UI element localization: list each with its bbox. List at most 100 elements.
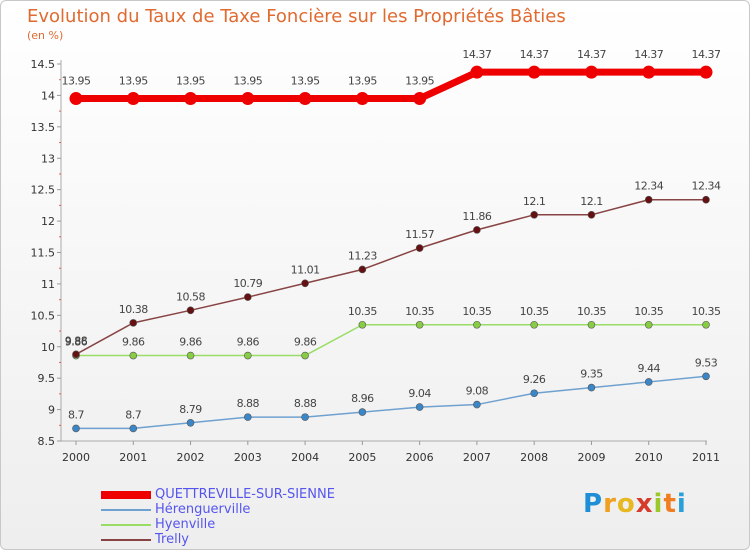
data-point — [527, 65, 541, 79]
data-point — [415, 320, 424, 329]
data-point — [129, 424, 138, 433]
data-point — [530, 389, 538, 398]
proxiti-logo: Proxiti — [583, 489, 687, 519]
data-label: 14.37 — [692, 48, 721, 61]
data-point — [415, 403, 424, 411]
legend-item: Hérenguerville — [101, 502, 431, 517]
data-label: 13.95 — [291, 75, 320, 88]
data-label: 14.37 — [520, 48, 549, 61]
series-line — [76, 375, 707, 430]
legend: QUETTREVILLE-SUR-SIENNE Hérenguerville Hye… — [101, 487, 431, 547]
x-tick-label: 2011 — [692, 451, 720, 464]
x-tick-label: 2007 — [463, 451, 491, 464]
data-label: 9.35 — [580, 368, 603, 381]
data-point — [470, 65, 484, 79]
logo-letter: x — [635, 489, 654, 519]
data-label: 8.88 — [294, 397, 317, 410]
data-label: 8.7 — [125, 408, 141, 421]
x-tick-label: 2005 — [348, 451, 376, 464]
data-label: 9.88 — [65, 334, 88, 347]
data-label: 9.26 — [523, 373, 546, 386]
data-point — [184, 92, 198, 106]
y-tick-label: 12 — [41, 215, 55, 228]
data-label: 10.35 — [577, 305, 606, 318]
x-tick-label: 2006 — [406, 451, 434, 464]
legend-label: Trelly — [155, 532, 190, 547]
data-label: 12.1 — [523, 195, 546, 208]
data-point — [644, 378, 653, 386]
data-point — [415, 244, 424, 252]
y-tick-label: 14.5 — [31, 58, 56, 71]
data-point — [587, 383, 596, 392]
unit-label: (en %) — [27, 29, 64, 42]
data-label: 14.37 — [634, 48, 663, 61]
y-tick-label: 11 — [41, 278, 55, 291]
y-tick-label: 9.5 — [38, 372, 56, 385]
data-point — [413, 92, 427, 106]
data-label: 12.34 — [692, 180, 721, 193]
x-tick-label: 2000 — [62, 451, 90, 464]
y-tick-label: 9 — [48, 404, 55, 417]
data-point — [358, 320, 367, 329]
series-line — [75, 198, 706, 355]
data-label: 13.95 — [62, 75, 91, 88]
data-label: 9.86 — [122, 336, 145, 349]
x-tick-label: 2002 — [177, 451, 205, 464]
data-label: 9.86 — [179, 336, 202, 349]
data-point — [72, 424, 80, 433]
series-line — [76, 324, 706, 357]
data-label: 9.08 — [466, 385, 489, 398]
y-tick-label: 8.5 — [38, 435, 56, 448]
data-label: 11.01 — [291, 263, 320, 276]
data-point — [186, 418, 195, 427]
data-label: 13.95 — [119, 75, 148, 88]
data-label: 13.95 — [233, 75, 262, 88]
data-label: 13.95 — [405, 75, 434, 88]
data-label: 10.35 — [348, 305, 377, 318]
x-tick-label: 2004 — [291, 451, 319, 464]
legend-label: QUETTREVILLE-SUR-SIENNE — [155, 487, 335, 502]
data-point — [301, 413, 309, 421]
data-label: 14.37 — [577, 48, 606, 61]
data-point — [186, 306, 195, 315]
data-point — [702, 195, 710, 204]
y-tick-label: 13 — [41, 152, 55, 165]
data-point — [473, 320, 481, 329]
chart-title: Evolution du Taux de Taxe Foncière sur l… — [27, 6, 566, 27]
data-label: 10.38 — [119, 303, 148, 316]
data-label: 9.86 — [237, 336, 260, 349]
legend-label: Hérenguerville — [155, 502, 251, 517]
legend-swatch — [101, 490, 151, 499]
legend-swatch — [101, 523, 151, 526]
data-label: 10.35 — [692, 305, 721, 318]
data-point — [126, 92, 140, 106]
legend-item: Trelly — [101, 532, 431, 547]
legend-swatch — [101, 538, 151, 541]
x-tick-label: 2003 — [234, 451, 262, 464]
logo-letter: i — [653, 489, 664, 519]
data-point — [69, 92, 83, 106]
legend-item: QUETTREVILLE-SUR-SIENNE — [101, 487, 431, 502]
data-point — [587, 320, 596, 329]
data-point — [358, 408, 367, 416]
y-tick-label: 11.5 — [31, 247, 56, 260]
data-label: 13.95 — [348, 75, 377, 88]
data-point — [129, 319, 138, 327]
data-label: 8.88 — [237, 397, 260, 410]
data-label: 9.44 — [637, 362, 660, 375]
data-point — [702, 372, 710, 381]
data-point — [301, 351, 309, 360]
data-point — [355, 92, 369, 106]
data-label: 14.37 — [462, 48, 491, 61]
data-point — [530, 320, 538, 329]
data-point — [298, 92, 312, 106]
data-point — [587, 211, 596, 219]
logo-letter: r — [603, 489, 617, 519]
data-label: 10.35 — [462, 305, 491, 318]
data-point — [241, 92, 255, 106]
data-label: 9.53 — [695, 356, 718, 369]
data-label: 12.1 — [580, 195, 603, 208]
data-point — [473, 226, 481, 234]
legend-swatch — [101, 508, 151, 511]
